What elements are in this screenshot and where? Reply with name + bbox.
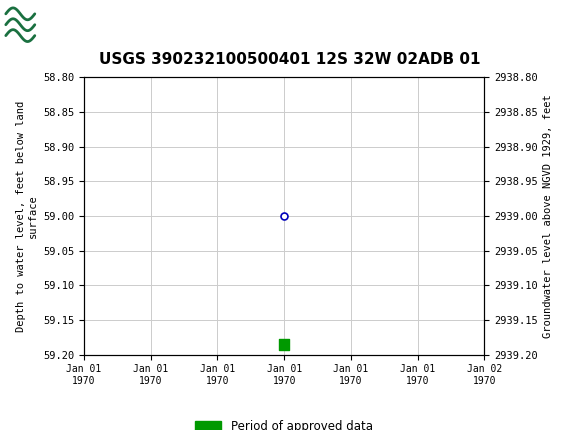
FancyBboxPatch shape (3, 4, 70, 46)
Text: USGS 390232100500401 12S 32W 02ADB 01: USGS 390232100500401 12S 32W 02ADB 01 (99, 52, 481, 67)
Y-axis label: Depth to water level, feet below land
surface: Depth to water level, feet below land su… (16, 101, 38, 332)
Legend: Period of approved data: Period of approved data (191, 415, 378, 430)
Text: USGS: USGS (78, 15, 133, 33)
Y-axis label: Groundwater level above NGVD 1929, feet: Groundwater level above NGVD 1929, feet (543, 94, 553, 338)
